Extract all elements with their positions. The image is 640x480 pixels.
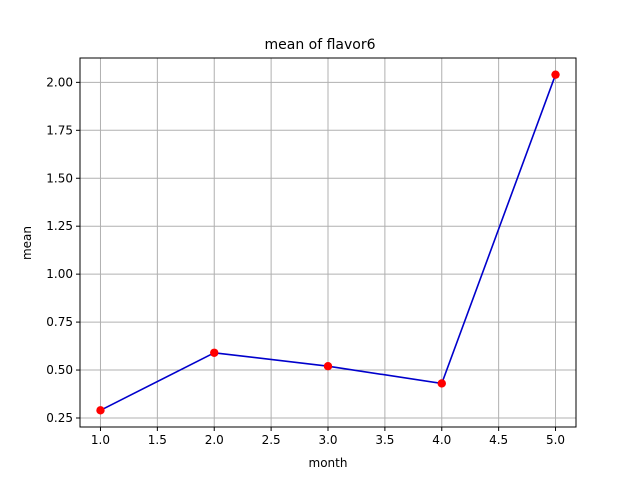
- x-tick-label: 2.0: [205, 433, 224, 447]
- data-point-marker: [210, 348, 219, 357]
- x-axis-ticks: 1.0 1.5 2.0 2.5 3.0 3.5 4.0 4.5 5.0: [91, 427, 565, 447]
- data-point-marker: [551, 70, 560, 79]
- y-axis-label: mean: [20, 226, 34, 260]
- x-tick-label: 4.5: [489, 433, 508, 447]
- y-tick-label: 0.75: [46, 315, 73, 329]
- x-axis-label: month: [309, 456, 348, 470]
- plot-frame: [79, 57, 577, 428]
- x-tick-label: 1.5: [148, 433, 167, 447]
- x-tick-label: 3.5: [375, 433, 394, 447]
- x-tick-label: 2.5: [262, 433, 281, 447]
- series: [96, 70, 560, 415]
- x-tick-label: 5.0: [546, 433, 565, 447]
- y-tick-label: 1.00: [46, 267, 73, 281]
- x-tick-label: 1.0: [91, 433, 110, 447]
- data-point-marker: [323, 362, 333, 371]
- y-axis-ticks: 0.25 0.50 0.75 1.00 1.25 1.50 1.75 2.00: [46, 75, 80, 425]
- y-tick-label: 1.50: [46, 171, 73, 185]
- x-tick-label: 4.0: [432, 433, 451, 447]
- y-tick-label: 2.00: [46, 75, 73, 89]
- data-point-marker: [96, 406, 105, 415]
- y-tick-label: 1.25: [46, 219, 73, 233]
- data-point-marker: [437, 379, 446, 388]
- y-tick-label: 0.25: [46, 411, 73, 425]
- x-tick-label: 3.0: [318, 433, 337, 447]
- y-tick-label: 0.50: [46, 363, 73, 377]
- y-tick-label: 1.75: [46, 123, 73, 137]
- chart-title: mean of flavor6: [264, 37, 375, 53]
